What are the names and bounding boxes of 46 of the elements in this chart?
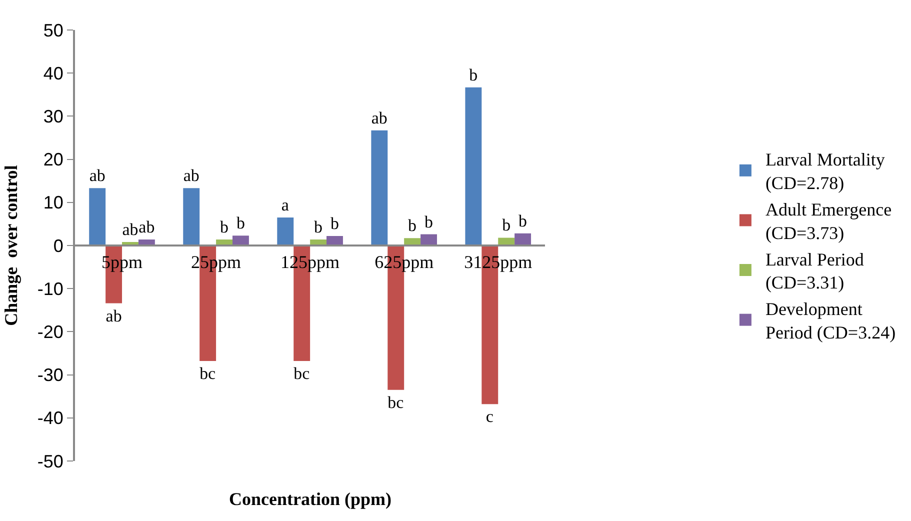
legend-label: Development Period (CD=3.24) (765, 299, 896, 343)
y-tick-label: 50 (43, 20, 64, 40)
data-label: ab (122, 220, 138, 240)
legend-label: Larval Mortality (CD=2.78) (765, 150, 885, 194)
bar (89, 188, 106, 246)
bar (232, 236, 249, 246)
y-tick-label: 40 (43, 63, 64, 84)
data-label: a (281, 195, 290, 214)
x-axis-title: Concentration (ppm) (229, 489, 392, 509)
legend-label: Adult Emergence (CD=3.73) (765, 200, 892, 243)
data-label: b (330, 214, 339, 234)
data-label: ab (371, 108, 388, 128)
bar (183, 188, 200, 246)
y-axis-title: Change over control (1, 165, 22, 326)
y-tick-label: -10 (37, 278, 64, 299)
data-label: ab (89, 166, 106, 186)
data-label: b (424, 212, 434, 232)
y-tick-label: -20 (37, 322, 64, 342)
bar (371, 130, 388, 246)
data-label: b (220, 217, 229, 236)
legend-label: Larval Period (CD=3.31) (765, 249, 864, 293)
bar (277, 217, 294, 246)
data-label: b (469, 65, 478, 84)
bar (498, 238, 515, 246)
y-tick-label: 0 (53, 236, 64, 256)
data-label: bc (294, 364, 310, 383)
bar (326, 236, 343, 246)
data-label: b (236, 214, 245, 233)
y-tick-label: -40 (37, 408, 64, 428)
data-label: ab (183, 166, 200, 186)
data-label: b (502, 216, 511, 235)
y-tick-label: -50 (37, 451, 64, 472)
bar (514, 233, 532, 246)
y-tick-label: 10 (43, 192, 64, 213)
data-label: b (408, 216, 417, 236)
bar (465, 87, 482, 246)
y-tick-label: 20 (43, 150, 64, 170)
y-tick-label: 30 (43, 106, 64, 126)
data-label: bc (388, 392, 404, 412)
data-label: bc (200, 364, 216, 383)
y-tick-label: -30 (37, 365, 64, 386)
data-label: ab (106, 306, 122, 326)
data-label: b (314, 217, 323, 236)
data-label: ab (138, 217, 155, 236)
data-label: b (518, 211, 528, 230)
data-label: c (486, 407, 494, 426)
